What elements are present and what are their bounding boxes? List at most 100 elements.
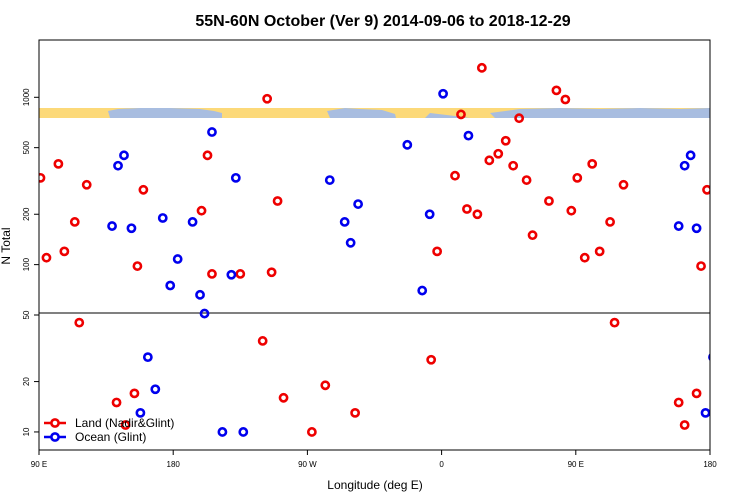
y-tick-label: 500 — [22, 140, 31, 154]
map-ocean-atlantic — [327, 108, 396, 118]
ocean-point — [157, 213, 168, 223]
ocean-point — [113, 160, 123, 171]
land-point — [462, 204, 472, 214]
chart-title: 55N-60N October (Ver 9) 2014-09-06 to 20… — [195, 13, 570, 30]
ocean-point — [230, 172, 241, 183]
x-axis: 90 E 180 90 W 0 90 E 180 — [31, 450, 717, 469]
land-point — [673, 397, 684, 408]
x-axis-title: Longitude (deg E) — [327, 478, 422, 492]
y-axis: 10 20 50 100 200 500 1000 — [22, 88, 39, 436]
land-point — [587, 158, 598, 169]
ocean-point — [172, 254, 183, 264]
ocean-point — [685, 150, 696, 161]
legend-label: Land (Nadir&Glint) — [75, 416, 174, 430]
x-tick-label: 90 E — [568, 460, 584, 469]
map-ocean-east — [490, 108, 710, 118]
land-point — [521, 175, 532, 185]
land-point — [262, 93, 273, 104]
land-point — [696, 261, 706, 271]
land-point — [235, 269, 246, 279]
legend: Land (Nadir&Glint)Ocean (Glint) — [44, 416, 174, 444]
land-point — [544, 196, 554, 206]
land-point — [605, 217, 615, 227]
land-point — [508, 160, 519, 171]
land-point — [320, 380, 331, 391]
land-point — [278, 392, 289, 403]
land-point — [69, 217, 80, 227]
ocean-point — [691, 223, 702, 234]
ocean-point — [135, 407, 146, 418]
land-point — [138, 184, 149, 195]
ocean-point — [708, 353, 710, 362]
plot-points — [39, 62, 739, 437]
land-point — [306, 427, 317, 437]
ocean-point — [700, 407, 710, 418]
land-point — [609, 317, 620, 328]
land-point — [266, 267, 277, 278]
land-point — [432, 246, 443, 257]
ocean-point — [207, 127, 217, 137]
ocean-point — [324, 175, 335, 185]
land-point — [426, 354, 437, 365]
y-tick-label: 200 — [22, 207, 31, 221]
land-point — [74, 317, 85, 328]
ocean-point — [150, 384, 161, 395]
land-point — [618, 179, 629, 190]
land-point — [691, 388, 702, 399]
land-point — [484, 155, 495, 166]
land-point — [41, 252, 52, 263]
land-point — [111, 397, 122, 408]
y-tick-label: 20 — [22, 377, 31, 386]
legend-item-ocean: Ocean (Glint) — [44, 430, 146, 444]
land-point — [129, 388, 140, 399]
land-point — [350, 407, 361, 418]
land-point — [456, 109, 466, 120]
land-point — [594, 246, 605, 257]
ocean-point — [107, 221, 117, 231]
land-point — [472, 209, 483, 220]
plot-frame — [38, 39, 711, 451]
ocean-point — [438, 88, 448, 99]
map-strip — [39, 108, 710, 118]
land-point — [132, 261, 143, 271]
ocean-point — [463, 130, 474, 141]
land-point — [81, 179, 92, 190]
land-point — [527, 230, 538, 241]
land-point — [500, 135, 511, 146]
land-point — [579, 252, 590, 263]
x-tick-label: 180 — [703, 460, 717, 469]
land-point — [551, 85, 562, 96]
ocean-point — [238, 427, 249, 437]
land-point — [257, 336, 268, 346]
ocean-point — [353, 199, 363, 209]
legend-item-land: Land (Nadir&Glint) — [44, 416, 174, 430]
land-point — [679, 420, 690, 430]
ocean-point — [673, 221, 684, 231]
land-point — [59, 246, 70, 257]
ocean-point — [165, 280, 176, 291]
ocean-point — [217, 427, 228, 437]
land-point — [450, 170, 460, 181]
ocean-point — [339, 217, 350, 227]
ocean-point — [417, 285, 428, 296]
land-point — [207, 269, 217, 279]
ocean-point — [732, 282, 739, 289]
land-point — [39, 172, 46, 183]
series-ocean — [107, 88, 739, 437]
ocean-point — [126, 223, 137, 234]
land-point — [493, 148, 504, 159]
y-tick-label: 50 — [22, 310, 31, 319]
x-tick-label: 90 E — [31, 460, 47, 469]
ocean-point — [345, 237, 356, 248]
land-point — [476, 62, 487, 73]
x-tick-label: 0 — [439, 460, 444, 469]
ocean-point — [402, 139, 413, 150]
map-ocean-pacific — [108, 108, 222, 118]
series-land — [39, 62, 710, 437]
ocean-point — [187, 217, 198, 227]
ocean-point — [724, 214, 731, 221]
ocean-point — [424, 209, 435, 220]
land-point — [566, 205, 577, 216]
ocean-point — [226, 269, 237, 280]
land-point — [196, 205, 207, 216]
